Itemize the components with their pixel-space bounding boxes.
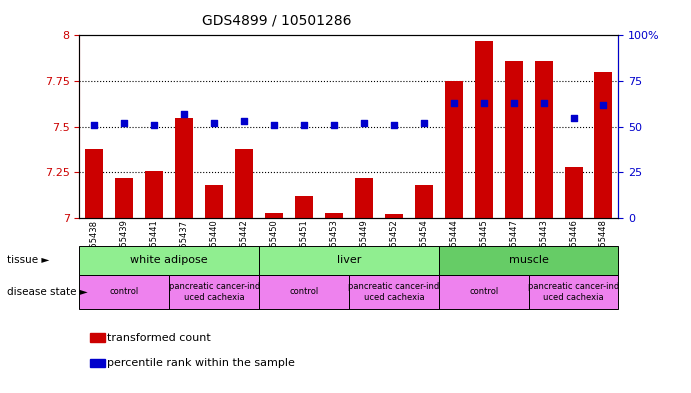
Point: [209, 120, 220, 126]
Text: pancreatic cancer-ind
uced cachexia: pancreatic cancer-ind uced cachexia: [169, 282, 260, 301]
Point: [149, 122, 160, 128]
Bar: [176, 118, 193, 218]
Point: [359, 120, 370, 126]
Text: disease state ►: disease state ►: [7, 287, 88, 297]
Point: [418, 120, 429, 126]
Text: pancreatic cancer-ind
uced cachexia: pancreatic cancer-ind uced cachexia: [528, 282, 619, 301]
Point: [119, 120, 130, 126]
Text: GDS4899 / 10501286: GDS4899 / 10501286: [202, 14, 351, 28]
Bar: [504, 61, 522, 218]
Text: tissue ►: tissue ►: [7, 255, 49, 265]
Bar: [565, 167, 583, 218]
Text: pancreatic cancer-ind
uced cachexia: pancreatic cancer-ind uced cachexia: [348, 282, 439, 301]
Bar: [385, 215, 403, 218]
Text: control: control: [110, 287, 139, 296]
Point: [598, 102, 609, 108]
Text: control: control: [469, 287, 498, 296]
Bar: [235, 149, 253, 218]
Bar: [445, 81, 463, 218]
Point: [478, 100, 489, 106]
Text: white adipose: white adipose: [131, 255, 208, 265]
Point: [568, 114, 579, 121]
Text: muscle: muscle: [509, 255, 549, 265]
Bar: [265, 213, 283, 218]
Bar: [355, 178, 373, 218]
Point: [238, 118, 249, 125]
Bar: [205, 185, 223, 218]
Bar: [145, 171, 163, 218]
Text: transformed count: transformed count: [107, 332, 211, 343]
Point: [448, 100, 460, 106]
Bar: [86, 149, 104, 218]
Point: [388, 122, 399, 128]
Bar: [594, 72, 612, 218]
Point: [299, 122, 310, 128]
Point: [538, 100, 549, 106]
Point: [508, 100, 519, 106]
Bar: [325, 213, 343, 218]
Bar: [295, 196, 313, 218]
Point: [269, 122, 280, 128]
Bar: [535, 61, 553, 218]
Text: control: control: [290, 287, 319, 296]
Text: liver: liver: [337, 255, 361, 265]
Bar: [115, 178, 133, 218]
Bar: [475, 41, 493, 218]
Bar: [415, 185, 433, 218]
Text: percentile rank within the sample: percentile rank within the sample: [107, 358, 295, 368]
Point: [179, 111, 190, 117]
Point: [328, 122, 339, 128]
Point: [89, 122, 100, 128]
